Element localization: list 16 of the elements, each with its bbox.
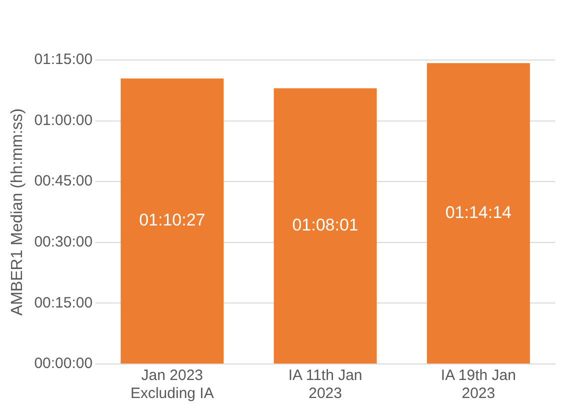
x-tick-label: IA 19th Jan 2023 — [440, 367, 516, 402]
bar — [274, 88, 377, 364]
data-label: 01:08:01 — [292, 216, 358, 235]
y-tick-label: 00:45:00 — [34, 172, 93, 190]
data-label: 01:10:27 — [139, 210, 206, 230]
y-axis-title: AMBER1 Median (hh:mm:ss) — [9, 108, 26, 316]
x-tick-label: IA 11th Jan 2023 — [288, 367, 362, 402]
y-tick-label: 00:15:00 — [34, 294, 93, 312]
y-tick-label: 01:15:00 — [34, 51, 93, 68]
y-tick-label: 01:00:00 — [34, 112, 93, 129]
data-label: 01:14:14 — [445, 202, 512, 222]
y-tick-label: 00:00:00 — [34, 355, 93, 372]
x-tick-label: Jan 2023 Excluding IA — [130, 367, 214, 402]
bar — [426, 63, 530, 364]
y-tick-label: 00:30:00 — [34, 234, 93, 251]
bar — [120, 78, 224, 364]
